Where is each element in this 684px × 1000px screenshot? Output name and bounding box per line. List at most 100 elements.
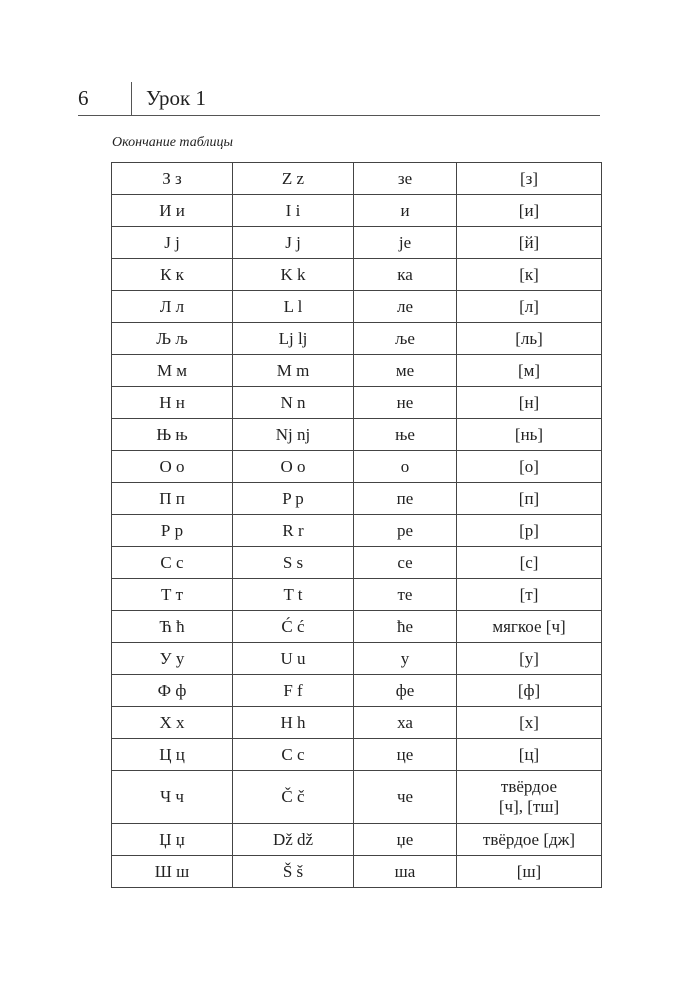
cyrillic-letter-cell: Ц ц xyxy=(111,738,233,771)
latin-letter-cell: M m xyxy=(232,354,354,387)
letter-name-cell: о xyxy=(353,450,457,483)
latin-letter-cell: Z z xyxy=(232,162,354,195)
letter-name-cell: те xyxy=(353,578,457,611)
latin-letter-cell: C c xyxy=(232,738,354,771)
pronunciation-cell: [й] xyxy=(456,226,602,259)
latin-letter-cell: K k xyxy=(232,258,354,291)
pronunciation-cell: [о] xyxy=(456,450,602,483)
latin-letter-cell: U u xyxy=(232,642,354,675)
cyrillic-letter-cell: Ч ч xyxy=(111,770,233,824)
pronunciation-cell: [н] xyxy=(456,386,602,419)
chapter-title: Урок 1 xyxy=(146,86,206,110)
cyrillic-letter-cell: М м xyxy=(111,354,233,387)
letter-name-cell: у xyxy=(353,642,457,675)
cyrillic-letter-cell: И и xyxy=(111,194,233,227)
latin-letter-cell: P p xyxy=(232,482,354,515)
latin-letter-cell: I i xyxy=(232,194,354,227)
letter-name-cell: пе xyxy=(353,482,457,515)
letter-name-cell: ха xyxy=(353,706,457,739)
pronunciation-cell: [и] xyxy=(456,194,602,227)
cyrillic-letter-cell: Љ љ xyxy=(111,322,233,355)
table-caption: Окончание таблицы xyxy=(112,135,233,150)
pronunciation-cell: мягкое [ч] xyxy=(456,610,602,643)
latin-letter-cell: T t xyxy=(232,578,354,611)
cyrillic-letter-cell: К к xyxy=(111,258,233,291)
pronunciation-cell: [т] xyxy=(456,578,602,611)
cyrillic-letter-cell: З з xyxy=(111,162,233,195)
letter-name-cell: џе xyxy=(353,823,457,856)
cyrillic-letter-cell: У у xyxy=(111,642,233,675)
table-row: Џ џ Dž dž џе твёрдое [дж] xyxy=(111,823,602,856)
cyrillic-letter-cell: J j xyxy=(111,226,233,259)
letter-name-cell: зе xyxy=(353,162,457,195)
latin-letter-cell: N n xyxy=(232,386,354,419)
pronunciation-cell: [х] xyxy=(456,706,602,739)
letter-name-cell: и xyxy=(353,194,457,227)
pronunciation-cell: [р] xyxy=(456,514,602,547)
pronunciation-cell: твёрдое [дж] xyxy=(456,823,602,856)
latin-letter-cell: S s xyxy=(232,546,354,579)
pronunciation-cell: [нь] xyxy=(456,418,602,451)
latin-letter-cell: H h xyxy=(232,706,354,739)
cyrillic-letter-cell: Ћ ћ xyxy=(111,610,233,643)
latin-letter-cell: O o xyxy=(232,450,354,483)
latin-letter-cell: F f xyxy=(232,674,354,707)
cyrillic-letter-cell: С с xyxy=(111,546,233,579)
letter-name-cell: ша xyxy=(353,855,457,888)
latin-letter-cell: Š š xyxy=(232,855,354,888)
letter-name-cell: ме xyxy=(353,354,457,387)
letter-name-cell: фе xyxy=(353,674,457,707)
latin-letter-cell: Nj nj xyxy=(232,418,354,451)
cyrillic-letter-cell: Л л xyxy=(111,290,233,323)
letter-name-cell: че xyxy=(353,770,457,824)
header-divider xyxy=(131,82,132,116)
letter-name-cell: ре xyxy=(353,514,457,547)
letter-name-cell: ле xyxy=(353,290,457,323)
cyrillic-letter-cell: П п xyxy=(111,482,233,515)
latin-letter-cell: Lj lj xyxy=(232,322,354,355)
pronunciation-cell: [ль] xyxy=(456,322,602,355)
pronunciation-cell: [з] xyxy=(456,162,602,195)
pronunciation-cell: [л] xyxy=(456,290,602,323)
pronunciation-cell: твёрдое [ч], [тш] xyxy=(456,770,602,824)
cyrillic-letter-cell: Т т xyxy=(111,578,233,611)
pronunciation-cell: [ц] xyxy=(456,738,602,771)
letter-name-cell: се xyxy=(353,546,457,579)
latin-letter-cell: Dž dž xyxy=(232,823,354,856)
pronunciation-cell: [с] xyxy=(456,546,602,579)
letter-name-cell: це xyxy=(353,738,457,771)
pronunciation-cell: [ф] xyxy=(456,674,602,707)
cyrillic-letter-cell: Џ џ xyxy=(111,823,233,856)
letter-name-cell: ље xyxy=(353,322,457,355)
table-row: Њ њ Nj nj ње [нь] xyxy=(111,418,602,451)
cyrillic-letter-cell: Ш ш xyxy=(111,855,233,888)
page-number: 6 xyxy=(78,86,89,110)
header-rule xyxy=(78,115,600,116)
latin-letter-cell: L l xyxy=(232,290,354,323)
letter-name-cell: ње xyxy=(353,418,457,451)
latin-letter-cell: Č č xyxy=(232,770,354,824)
cyrillic-letter-cell: Р р xyxy=(111,514,233,547)
pronunciation-cell: [м] xyxy=(456,354,602,387)
letter-name-cell: je xyxy=(353,226,457,259)
cyrillic-letter-cell: Ф ф xyxy=(111,674,233,707)
cyrillic-letter-cell: Н н xyxy=(111,386,233,419)
pronunciation-cell: [п] xyxy=(456,482,602,515)
cyrillic-letter-cell: Х х xyxy=(111,706,233,739)
latin-letter-cell: Ć ć xyxy=(232,610,354,643)
